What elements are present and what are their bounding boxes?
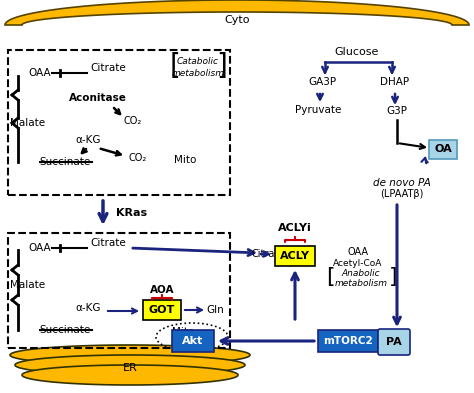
FancyBboxPatch shape bbox=[275, 246, 315, 266]
Text: de novo PA: de novo PA bbox=[373, 178, 431, 188]
FancyBboxPatch shape bbox=[318, 330, 378, 352]
Text: α-KG: α-KG bbox=[75, 135, 101, 145]
Text: ER: ER bbox=[123, 363, 137, 373]
Text: Mito: Mito bbox=[172, 327, 194, 337]
Text: AOA: AOA bbox=[150, 285, 174, 295]
Text: OAA: OAA bbox=[29, 243, 51, 253]
Text: ACLY: ACLY bbox=[280, 251, 310, 261]
Text: metabolism: metabolism bbox=[172, 68, 225, 77]
Text: CO₂: CO₂ bbox=[129, 153, 147, 163]
Text: Cyto: Cyto bbox=[224, 15, 250, 25]
Text: Mito: Mito bbox=[174, 155, 196, 165]
Text: Aconitase: Aconitase bbox=[69, 93, 127, 103]
Text: Gln: Gln bbox=[206, 305, 224, 315]
Text: OAA: OAA bbox=[347, 247, 368, 257]
Text: Glucose: Glucose bbox=[335, 47, 379, 57]
Text: CO₂: CO₂ bbox=[124, 116, 142, 126]
Text: α-KG: α-KG bbox=[75, 303, 101, 313]
Text: Succinate: Succinate bbox=[39, 325, 91, 335]
FancyBboxPatch shape bbox=[429, 140, 457, 158]
Polygon shape bbox=[10, 345, 250, 365]
Text: [: [ bbox=[326, 267, 334, 287]
Text: ]: ] bbox=[217, 52, 228, 80]
Text: mTORC2: mTORC2 bbox=[323, 336, 373, 346]
FancyBboxPatch shape bbox=[172, 330, 214, 352]
Text: DHAP: DHAP bbox=[381, 77, 410, 87]
Text: Acetyl-CoA: Acetyl-CoA bbox=[333, 259, 383, 268]
Text: GOT: GOT bbox=[149, 305, 175, 315]
Text: Malate: Malate bbox=[10, 280, 46, 290]
Text: Akt: Akt bbox=[182, 336, 204, 346]
Text: Succinate: Succinate bbox=[39, 157, 91, 167]
Polygon shape bbox=[22, 365, 238, 385]
Text: Pyruvate: Pyruvate bbox=[295, 105, 341, 115]
Text: Anabolic: Anabolic bbox=[342, 270, 380, 279]
Text: ]: ] bbox=[389, 267, 397, 287]
Polygon shape bbox=[5, 0, 469, 25]
Text: Citrate: Citrate bbox=[90, 63, 126, 73]
Text: ACLYi: ACLYi bbox=[278, 223, 312, 233]
Text: Catabolic: Catabolic bbox=[177, 57, 219, 66]
FancyBboxPatch shape bbox=[143, 300, 181, 320]
Text: PA: PA bbox=[386, 337, 402, 347]
Text: OAA: OAA bbox=[29, 68, 51, 78]
Text: Malate: Malate bbox=[10, 118, 46, 128]
Polygon shape bbox=[15, 355, 245, 375]
Text: [: [ bbox=[170, 52, 181, 80]
Text: G3P: G3P bbox=[386, 106, 408, 116]
Text: MAMs: MAMs bbox=[179, 334, 205, 343]
Text: KRas: KRas bbox=[117, 208, 147, 218]
Text: OA: OA bbox=[434, 144, 452, 154]
Text: (LPAATβ): (LPAATβ) bbox=[380, 189, 424, 199]
Text: Citrate: Citrate bbox=[251, 249, 284, 259]
Text: Citrate: Citrate bbox=[90, 238, 126, 248]
Text: GA3P: GA3P bbox=[308, 77, 336, 87]
FancyBboxPatch shape bbox=[378, 329, 410, 355]
Text: metabolism: metabolism bbox=[335, 279, 388, 288]
